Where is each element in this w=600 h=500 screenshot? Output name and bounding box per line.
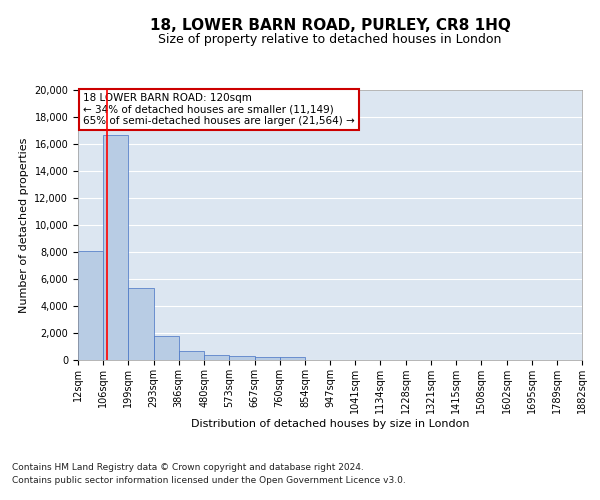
Bar [254,357,280,360]
Bar [229,356,254,360]
Text: Contains public sector information licensed under the Open Government Licence v3: Contains public sector information licen… [12,476,406,485]
Bar [280,357,305,360]
Bar [103,134,128,360]
Text: Contains HM Land Registry data © Crown copyright and database right 2024.: Contains HM Land Registry data © Crown c… [12,464,364,472]
Bar [78,250,103,360]
Bar [128,288,154,360]
Bar [204,355,229,360]
Y-axis label: Number of detached properties: Number of detached properties [19,138,29,312]
Bar [154,336,179,360]
Bar [179,350,204,360]
Text: 18, LOWER BARN ROAD, PURLEY, CR8 1HQ: 18, LOWER BARN ROAD, PURLEY, CR8 1HQ [149,18,511,32]
Text: Size of property relative to detached houses in London: Size of property relative to detached ho… [158,32,502,46]
Text: 18 LOWER BARN ROAD: 120sqm
← 34% of detached houses are smaller (11,149)
65% of : 18 LOWER BARN ROAD: 120sqm ← 34% of deta… [83,92,355,126]
X-axis label: Distribution of detached houses by size in London: Distribution of detached houses by size … [191,418,469,428]
